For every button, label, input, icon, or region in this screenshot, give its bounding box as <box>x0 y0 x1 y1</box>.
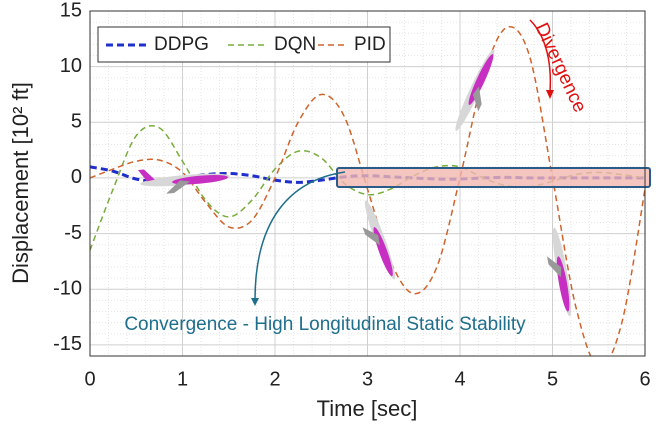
legend-label: PID <box>354 34 386 55</box>
legend-entries: DDPG DQN PID <box>106 34 386 55</box>
y-axis-label: Displacement [10² ft] <box>8 82 33 284</box>
y-tick-label: 5 <box>71 111 82 133</box>
x-tick-label: 2 <box>269 368 280 390</box>
x-tick-label: 0 <box>84 368 95 390</box>
airplane <box>362 200 396 280</box>
y-tick-label: -15 <box>53 333 82 355</box>
x-axis-label: Time [sec] <box>317 396 418 421</box>
y-tick-label: 15 <box>60 0 82 21</box>
x-tick-label: 4 <box>454 368 465 390</box>
convergence-arrow <box>254 171 346 301</box>
airplane <box>137 169 230 194</box>
annotation: Convergence - High Longitudinal Static S… <box>124 314 526 335</box>
x-tick-label: 6 <box>639 368 650 390</box>
y-tick-label: 10 <box>60 55 82 77</box>
arrow-head <box>546 90 554 99</box>
y-tick-label: -10 <box>53 278 82 300</box>
x-tick-label: 5 <box>547 368 558 390</box>
airplane <box>455 49 495 131</box>
y-tick-label: 0 <box>71 166 82 188</box>
y-tick-label: -5 <box>64 222 82 244</box>
x-tick-label: 3 <box>362 368 373 390</box>
highlight-box <box>336 167 651 188</box>
legend-label: DDPG <box>154 34 209 55</box>
divergence-arrow <box>529 19 552 93</box>
plot-border <box>89 10 646 357</box>
arrow-head <box>251 298 259 306</box>
airplane <box>547 227 572 317</box>
x-tick-label: 1 <box>177 368 188 390</box>
legend-label: DQN <box>274 34 316 55</box>
